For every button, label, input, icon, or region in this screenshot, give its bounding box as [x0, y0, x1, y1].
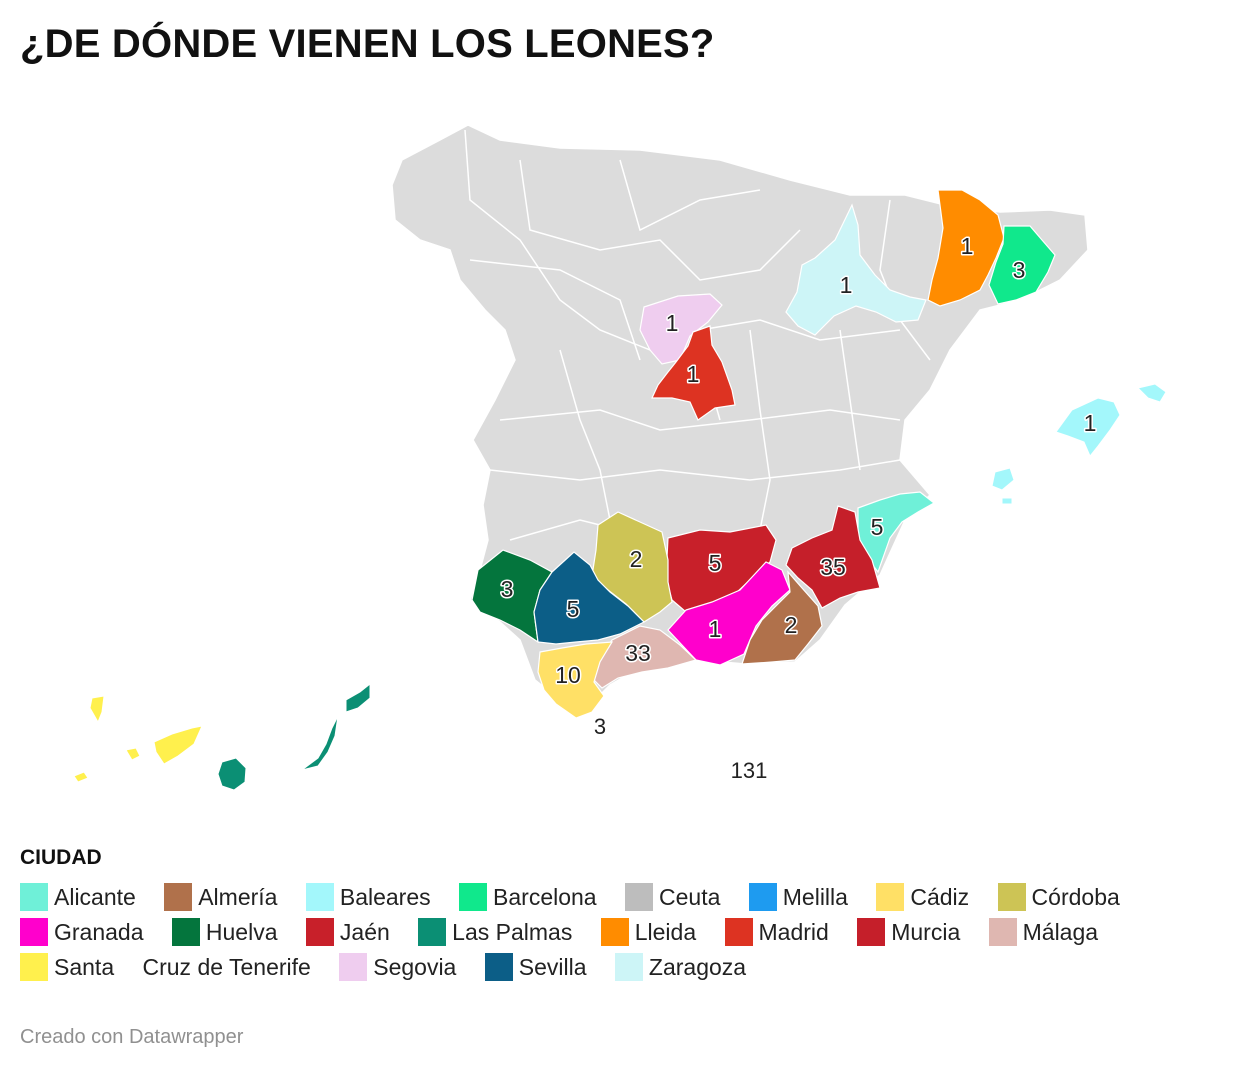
- legend-item-laspalmas[interactable]: Las Palmas: [418, 918, 594, 946]
- legend-label: Cádiz: [910, 884, 970, 910]
- legend-item-segovia[interactable]: Segovia: [339, 953, 478, 981]
- value-label-malaga: 33: [625, 640, 651, 666]
- value-label-alicante: 5: [871, 514, 884, 540]
- legend-label: Zaragoza: [648, 954, 747, 980]
- legend-swatch: [339, 953, 368, 981]
- value-label-madrid: 1: [687, 361, 700, 387]
- legend-item-cordoba[interactable]: Córdoba: [997, 883, 1142, 911]
- legend-swatch: [305, 918, 334, 946]
- legend-item-alicante[interactable]: Alicante: [20, 883, 158, 911]
- legend-label: Madrid: [758, 919, 829, 945]
- value-label-barcelona: 3: [1013, 257, 1026, 283]
- province-zaragoza[interactable]: [785, 203, 927, 336]
- legend-label: Ceuta: [659, 884, 721, 910]
- value-label-zaragoza: 1: [840, 272, 853, 298]
- legend-label: Santa: [54, 954, 115, 980]
- value-label-melilla: 131: [731, 758, 768, 783]
- province-lleida[interactable]: [927, 189, 1005, 307]
- value-label-ceuta: 3: [594, 714, 606, 739]
- legend-title: CIUDAD: [20, 846, 102, 869]
- legend-item-madrid[interactable]: Madrid: [724, 918, 851, 946]
- value-label-cordoba: 2: [630, 546, 643, 572]
- chart-title: ¿DE DÓNDE VIENEN LOS LEONES?: [20, 22, 715, 66]
- legend-item-almeria[interactable]: Almería: [164, 883, 299, 911]
- legend-item-huelva[interactable]: Huelva: [171, 918, 300, 946]
- legend-item-zaragoza[interactable]: Zaragoza: [614, 953, 768, 981]
- province-almeria[interactable]: [741, 570, 823, 665]
- legend-label: Córdoba: [1031, 884, 1120, 910]
- legend-swatch: [748, 883, 777, 911]
- value-label-baleares: 1: [1084, 410, 1097, 436]
- province-cadiz[interactable]: [537, 641, 614, 719]
- legend-item-cadiz[interactable]: Cádiz: [876, 883, 991, 911]
- legend-swatch: [418, 918, 447, 946]
- province-granada[interactable]: [667, 561, 791, 666]
- legend-label: Sevilla: [518, 954, 587, 980]
- legend-swatch: [614, 953, 643, 981]
- legend-item-santa[interactable]: Santa: [20, 953, 136, 981]
- province-laspalmas[interactable]: [217, 682, 371, 791]
- legend-item-malaga[interactable]: Málaga: [988, 918, 1120, 946]
- legend-label: Alicante: [54, 884, 136, 910]
- legend-swatch: [305, 883, 334, 911]
- value-label-granada: 1: [709, 616, 722, 642]
- legend-item-sevilla[interactable]: Sevilla: [484, 953, 609, 981]
- legend-item-melilla[interactable]: Melilla: [748, 883, 870, 911]
- value-label-lleida: 1: [961, 233, 974, 259]
- legend-swatch: [459, 883, 488, 911]
- legend-item-baleares[interactable]: Baleares: [305, 883, 453, 911]
- province-tenerife[interactable]: [73, 695, 203, 783]
- legend-swatch: [625, 883, 653, 911]
- legend-swatch: [997, 883, 1026, 911]
- legend-label: Granada: [54, 919, 144, 945]
- value-label-huelva: 3: [501, 576, 514, 602]
- legend-swatch: [20, 883, 48, 911]
- legend-label: Jaén: [339, 919, 390, 945]
- legend-item-jaen[interactable]: Jaén: [305, 918, 412, 946]
- legend-label: Barcelona: [493, 884, 597, 910]
- province-baleares[interactable]: [991, 383, 1167, 505]
- legend-label: Las Palmas: [452, 919, 573, 945]
- legend-swatch: [484, 953, 513, 981]
- legend-swatch: [988, 918, 1017, 946]
- province-madrid[interactable]: [651, 325, 736, 421]
- legend-swatch: [600, 918, 629, 946]
- value-label-segovia: 1: [666, 310, 679, 336]
- legend-item-granada[interactable]: Granada: [20, 918, 166, 946]
- value-label-sevilla: 5: [567, 596, 580, 622]
- legend-label: Murcia: [891, 919, 961, 945]
- province-murcia[interactable]: [785, 505, 881, 609]
- legend-label: Baleares: [339, 884, 431, 910]
- legend-swatch: [20, 918, 48, 946]
- legend-label: Málaga: [1022, 919, 1099, 945]
- legend-label: Almería: [198, 884, 278, 910]
- legend-item-ceuta[interactable]: Ceuta: [625, 883, 742, 911]
- footer-credit: Creado con Datawrapper: [20, 1026, 244, 1048]
- legend-item-lleida[interactable]: Lleida: [600, 918, 718, 946]
- value-label-almeria: 2: [785, 612, 798, 638]
- value-label-murcia: 35: [820, 554, 846, 580]
- legend-label: Cruz de Tenerife: [142, 954, 311, 980]
- legend-swatch: [171, 918, 200, 946]
- spain-province-map: 1 3 1 1 1 1 5 35 5 2 3 5 1 2 33 10 3 131: [73, 124, 1167, 791]
- legend-label: Huelva: [205, 919, 278, 945]
- value-label-jaen: 5: [709, 550, 722, 576]
- legend-swatch: [876, 883, 905, 911]
- legend-item-cruz-de-tenerife[interactable]: Cruz de Tenerife: [143, 954, 333, 980]
- legend-swatch: [164, 883, 193, 911]
- legend-swatch: [20, 953, 48, 981]
- legend-item-murcia[interactable]: Murcia: [857, 918, 982, 946]
- value-label-cadiz: 10: [555, 662, 581, 688]
- legend-swatch: [724, 918, 753, 946]
- province-sevilla[interactable]: [533, 551, 646, 645]
- legend: Alicante Almería Baleares Barcelona Ceut…: [20, 880, 1220, 985]
- legend-item-barcelona[interactable]: Barcelona: [459, 883, 619, 911]
- legend-label: Lleida: [634, 919, 697, 945]
- legend-label: Melilla: [782, 884, 848, 910]
- province-barcelona[interactable]: [988, 225, 1056, 305]
- legend-swatch: [857, 918, 886, 946]
- province-segovia[interactable]: [639, 293, 723, 365]
- legend-label: Segovia: [373, 954, 457, 980]
